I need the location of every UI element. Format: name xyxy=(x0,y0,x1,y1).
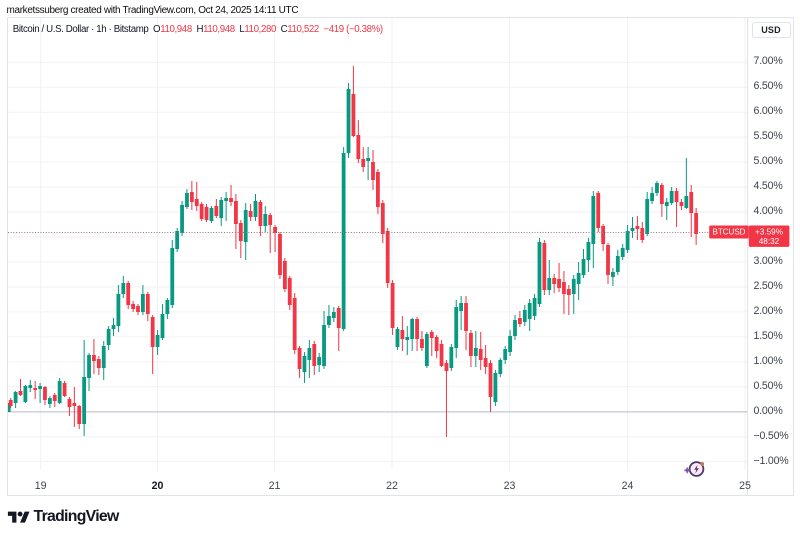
svg-text:48:32: 48:32 xyxy=(759,237,780,246)
svg-text:BTCUSD: BTCUSD xyxy=(713,227,746,236)
svg-text:+3.59%: +3.59% xyxy=(755,227,783,236)
